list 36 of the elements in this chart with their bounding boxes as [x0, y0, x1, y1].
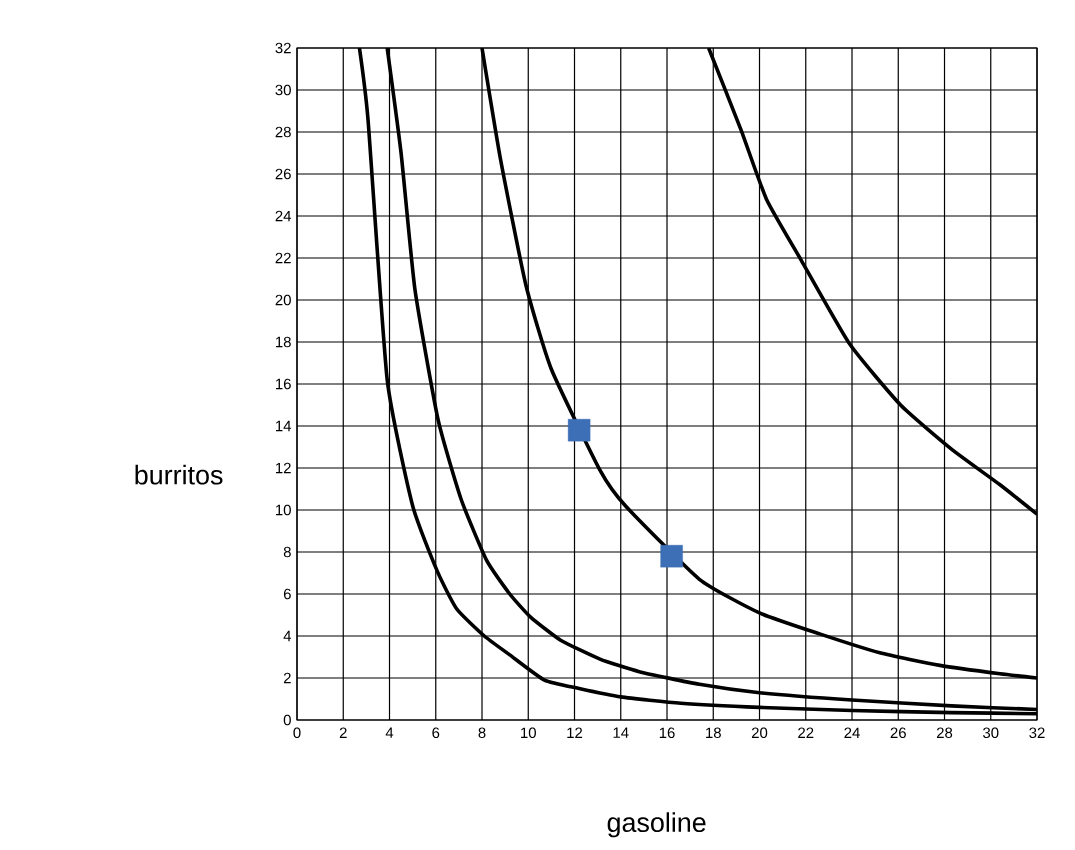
y-tick-label: 0 — [283, 714, 291, 726]
y-tick-label: 16 — [276, 378, 291, 390]
y-tick-label: 4 — [283, 630, 292, 642]
x-tick-label: 18 — [706, 727, 721, 739]
y-tick-label: 18 — [276, 336, 291, 348]
x-tick-label: 22 — [798, 727, 814, 738]
x-tick-label: 30 — [983, 727, 999, 739]
y-tick-label: 30 — [275, 84, 291, 96]
y-axis-title: burritos — [135, 464, 223, 485]
y-tick-label: 10 — [276, 504, 291, 516]
x-tick-label: 14 — [613, 727, 629, 738]
y-tick-label: 8 — [283, 546, 291, 558]
x-tick-label: 2 — [339, 727, 347, 738]
x-tick-label: 4 — [385, 727, 394, 738]
x-tick-label: 12 — [567, 727, 583, 738]
y-tick-label: 28 — [275, 126, 291, 138]
x-tick-label: 0 — [293, 727, 301, 739]
x-tick-label: 8 — [478, 727, 486, 739]
y-tick-label: 6 — [283, 588, 291, 600]
y-tick-label: 26 — [275, 168, 291, 180]
x-tick-label: 16 — [659, 727, 675, 739]
x-axis-title: gasoline — [607, 812, 706, 838]
x-tick-label: 26 — [890, 727, 906, 739]
y-tick-label: 32 — [275, 42, 291, 54]
y-tick-label: 22 — [275, 252, 291, 264]
x-tick-label: 28 — [936, 727, 953, 739]
y-tick-label: 20 — [275, 294, 291, 306]
x-tick-label: 24 — [844, 727, 860, 738]
y-tick-label: 14 — [276, 420, 292, 432]
x-tick-label: 10 — [521, 727, 536, 739]
x-tick-label: 20 — [751, 727, 768, 739]
y-tick-label: 24 — [275, 210, 292, 222]
x-tick-label: 32 — [1029, 727, 1045, 739]
y-tick-label: 2 — [283, 672, 291, 684]
x-tick-label: 6 — [432, 727, 440, 739]
y-tick-label: 12 — [276, 462, 291, 474]
